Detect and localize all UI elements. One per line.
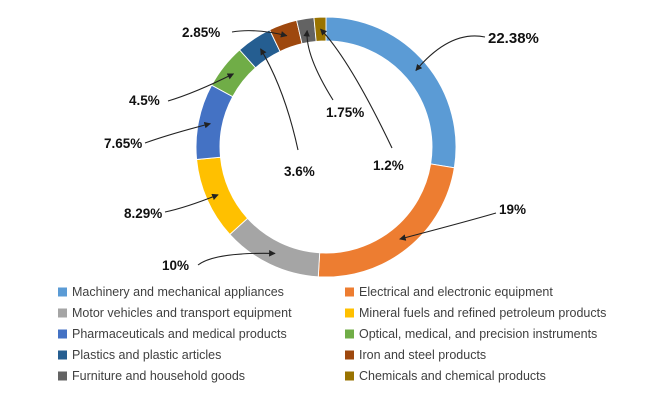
slice-electrical-and-electronic-equipment [317, 163, 455, 278]
legend-item-pharmaceuticals-and-medical-products: Pharmaceuticals and medical products [58, 327, 287, 341]
legend-swatch [58, 308, 67, 318]
legend-item-iron-and-steel-products: Iron and steel products [345, 348, 486, 362]
callout-arrow-plastics-and-plastic-articles [260, 48, 299, 151]
legend-swatch [345, 350, 354, 360]
slice-label-mineral-fuels-and-refined-petroleum-products: 8.29% [124, 206, 162, 221]
slice-label-furniture-and-household-goods: 1.75% [326, 105, 364, 120]
slice-pharmaceuticals-and-medical-products [195, 84, 234, 160]
slice-labels: 22.38% 19% 10% 8.29% 7.65% 4.5% 3.6% 2.85% 1.75%… [104, 25, 539, 273]
legend-label: Mineral fuels and refined petroleum prod… [359, 306, 606, 320]
slice-mineral-fuels-and-refined-petroleum-products [196, 156, 249, 236]
slice-label-motor-vehicles-and-transport-equipment: 10% [162, 258, 189, 273]
slice-label-iron-and-steel-products: 2.85% [182, 25, 220, 40]
slice-label-pharmaceuticals-and-medical-products: 7.65% [104, 136, 142, 151]
callout-arrow-optical-medical-and-precision-instruments [167, 73, 235, 102]
legend-label: Chemicals and chemical products [359, 369, 546, 383]
legend-item-chemicals-and-chemical-products: Chemicals and chemical products [345, 369, 546, 383]
legend-swatch [58, 350, 67, 360]
legend: Machinery and mechanical appliances Elect… [58, 285, 606, 383]
callout-arrow-machinery-and-mechanical-appliances [415, 35, 486, 72]
legend-swatch [345, 308, 354, 318]
legend-label: Optical, medical, and precision instrume… [359, 327, 597, 341]
legend-label: Plastics and plastic articles [72, 348, 221, 362]
legend-swatch [345, 329, 354, 339]
legend-item-electrical-and-electronic-equipment: Electrical and electronic equipment [345, 285, 553, 299]
legend-label: Machinery and mechanical appliances [72, 285, 284, 299]
legend-item-machinery-and-mechanical-appliances: Machinery and mechanical appliances [58, 285, 284, 299]
legend-label: Pharmaceuticals and medical products [72, 327, 287, 341]
callout-arrow-furniture-and-household-goods [303, 29, 334, 101]
legend-label: Iron and steel products [359, 348, 486, 362]
legend-item-plastics-and-plastic-articles: Plastics and plastic articles [58, 348, 221, 362]
callout-arrow-iron-and-steel-products [231, 30, 288, 38]
slice-chemicals-and-chemical-products [313, 16, 327, 42]
callout-arrow-motor-vehicles-and-transport-equipment [197, 249, 276, 266]
callout-arrow-chemicals-and-chemical-products [320, 28, 393, 149]
donut-slices [195, 16, 457, 278]
slice-label-machinery-and-mechanical-appliances: 22.38% [488, 30, 539, 47]
slice-motor-vehicles-and-transport-equipment [229, 217, 321, 278]
legend-swatch [58, 329, 67, 339]
slice-label-chemicals-and-chemical-products: 1.2% [373, 158, 404, 173]
legend-item-optical-medical-and-precision-instruments: Optical, medical, and precision instrume… [345, 327, 597, 341]
legend-label: Motor vehicles and transport equipment [72, 306, 292, 320]
slice-label-optical-medical-and-precision-instruments: 4.5% [129, 93, 160, 108]
callout-arrow-pharmaceuticals-and-medical-products [144, 121, 211, 144]
slice-label-plastics-and-plastic-articles: 3.6% [284, 164, 315, 179]
legend-item-furniture-and-household-goods: Furniture and household goods [58, 369, 245, 383]
legend-swatch [58, 371, 67, 381]
legend-item-mineral-fuels-and-refined-petroleum-products: Mineral fuels and refined petroleum prod… [345, 306, 606, 320]
slice-callouts [144, 28, 497, 266]
legend-swatch [58, 287, 67, 297]
slice-label-electrical-and-electronic-equipment: 19% [499, 202, 526, 217]
callout-arrow-electrical-and-electronic-equipment [399, 212, 497, 241]
legend-swatch [345, 371, 354, 381]
legend-swatch [345, 287, 354, 297]
legend-label: Furniture and household goods [72, 369, 245, 383]
callout-arrow-mineral-fuels-and-refined-petroleum-products [164, 193, 219, 213]
legend-label: Electrical and electronic equipment [359, 285, 553, 299]
legend-item-motor-vehicles-and-transport-equipment: Motor vehicles and transport equipment [58, 306, 292, 320]
